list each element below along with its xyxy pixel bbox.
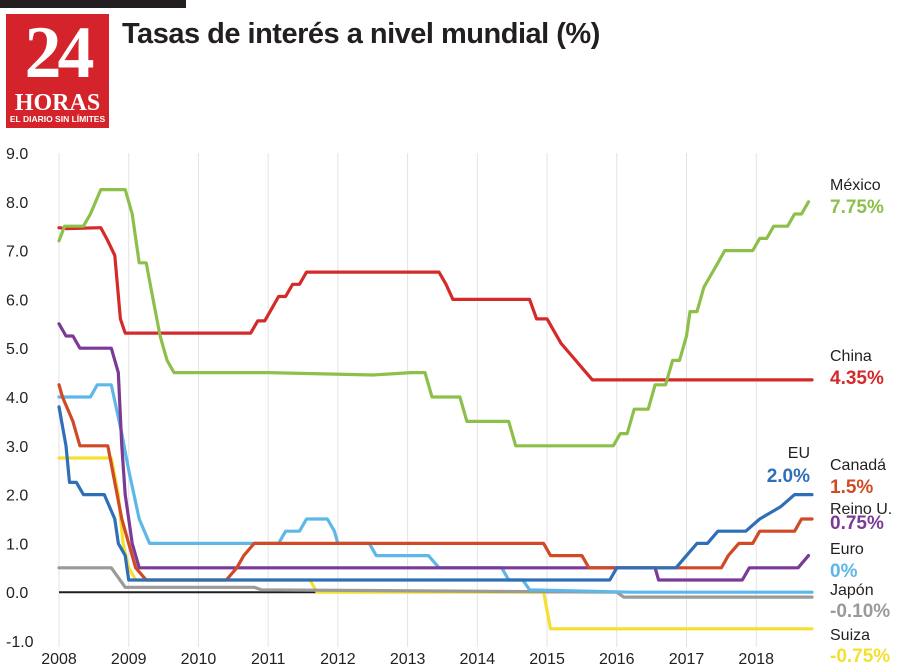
series-name-japon: Japón xyxy=(830,582,874,599)
x-tick-2015: 2015 xyxy=(529,651,565,668)
series-value-eu: 2.0% xyxy=(767,466,810,487)
series-value-mexico: 7.75% xyxy=(830,197,884,218)
x-tick-2018: 2018 xyxy=(738,651,774,668)
series-value-euro: 0% xyxy=(830,561,858,582)
series-value-china: 4.35% xyxy=(830,368,884,389)
logo-number: 24 xyxy=(24,12,95,94)
y-tick-9.0: 9.0 xyxy=(6,146,28,163)
x-tick-2016: 2016 xyxy=(599,651,635,668)
x-tick-2008: 2008 xyxy=(41,651,77,668)
series-name-reino_unido: Reino U. xyxy=(830,501,892,518)
y-tick-7.0: 7.0 xyxy=(6,244,28,261)
series-name-mexico: México xyxy=(830,177,881,194)
series-value-japon: -0.10% xyxy=(830,601,890,622)
series-name-suiza: Suiza xyxy=(830,627,870,644)
logo-tagline: EL DIARIO SIN LÍMITES xyxy=(9,114,106,124)
x-tick-2014: 2014 xyxy=(460,651,496,668)
series-line-china xyxy=(57,226,814,382)
logo: 24 HORAS EL DIARIO SIN LÍMITES xyxy=(6,12,109,128)
x-tick-2017: 2017 xyxy=(669,651,705,668)
series-name-eu: EU xyxy=(788,445,810,462)
y-tick-2.0: 2.0 xyxy=(6,488,28,505)
series-line-canada xyxy=(57,383,814,582)
page-title: Tasas de interés a nivel mundial (%) xyxy=(122,18,600,50)
y-axis-ticks: 9.0 8.0 7.0 6.0 5.0 4.0 3.0 2.0 1.0 0.0 -1.0 xyxy=(6,146,34,651)
logo-brand: HORAS xyxy=(14,90,101,116)
series-value-reino_unido: 0.75% xyxy=(830,513,884,534)
series-name-china: China xyxy=(830,348,872,365)
chart-series-lines xyxy=(57,188,814,631)
series-labels: México 7.75% China 4.35% EU 2.0% Canadá 1.5% Rei… xyxy=(767,177,893,667)
top-bar xyxy=(0,0,186,8)
x-tick-2012: 2012 xyxy=(320,651,356,668)
series-line-euro xyxy=(57,383,814,594)
x-axis-ticks: 2008 2009 2010 2011 2012 2013 2014 2015 2016 2017… xyxy=(41,651,774,668)
series-value-canada: 1.5% xyxy=(830,477,873,498)
series-line-reino_unido xyxy=(57,322,811,582)
x-tick-2010: 2010 xyxy=(181,651,217,668)
y-tick-1.0: 1.0 xyxy=(6,536,28,553)
series-line-mexico xyxy=(57,188,811,448)
series-name-euro: Euro xyxy=(830,541,864,558)
y-tick-8.0: 8.0 xyxy=(6,195,28,212)
y-tick-5.0: 5.0 xyxy=(6,341,28,358)
y-tick-6.0: 6.0 xyxy=(6,292,28,309)
series-value-suiza: -0.75% xyxy=(830,646,890,667)
series-line-japon xyxy=(57,566,814,599)
y-tick-4.0: 4.0 xyxy=(6,390,28,407)
y-tick-0.0: 0.0 xyxy=(6,585,28,602)
x-tick-2009: 2009 xyxy=(111,651,147,668)
chart-grid xyxy=(58,153,757,647)
y-tick--1.0: -1.0 xyxy=(6,634,34,651)
y-tick-3.0: 3.0 xyxy=(6,439,28,456)
x-tick-2011: 2011 xyxy=(251,651,286,668)
series-line-eu xyxy=(57,405,814,582)
x-tick-2013: 2013 xyxy=(390,651,426,668)
series-name-canada: Canadá xyxy=(830,457,886,474)
